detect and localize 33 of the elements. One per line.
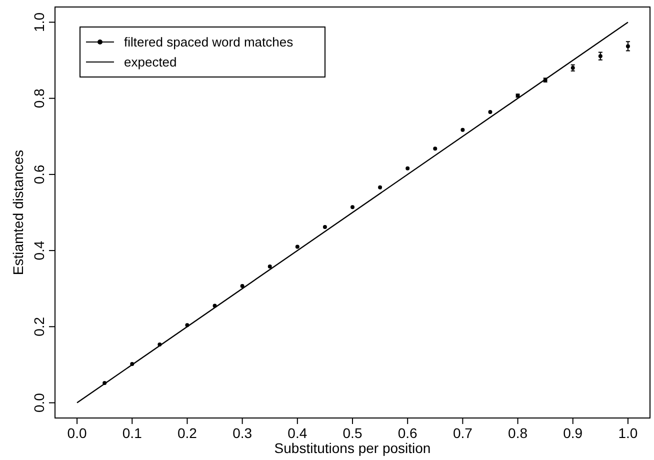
y-tick-label: 1.0	[31, 12, 47, 32]
y-tick-label: 0.8	[31, 88, 47, 108]
point	[378, 185, 382, 190]
x-tick-label: 0.5	[342, 425, 362, 441]
point	[406, 166, 410, 170]
y-tick-label: 0.4	[31, 240, 47, 260]
point	[433, 146, 438, 151]
x-tick-label: 0.2	[177, 425, 198, 441]
point	[598, 54, 602, 58]
legend-label: expected	[124, 54, 177, 70]
y-axis-title: Estiamted distances	[10, 150, 26, 276]
x-axis-title: Substitutions per position	[274, 440, 431, 456]
point	[268, 264, 272, 269]
x-tick-label: 0.8	[508, 425, 528, 441]
x-tick-label: 0.7	[452, 425, 473, 441]
y-tick-label: 0.2	[31, 316, 47, 336]
legend-label: filtered spaced word matches	[124, 34, 294, 50]
point	[488, 110, 492, 114]
point	[626, 44, 630, 48]
x-tick-label: 0.1	[122, 425, 142, 441]
x-tick-label: 0.0	[67, 425, 87, 441]
x-tick-label: 1.0	[618, 425, 638, 441]
y-tick-label: 0.0	[31, 392, 47, 413]
x-tick-label: 0.4	[288, 425, 308, 441]
x-tick-label: 0.6	[398, 425, 418, 441]
point	[460, 128, 465, 132]
point	[240, 284, 244, 288]
point	[322, 224, 327, 229]
point	[350, 205, 354, 210]
point	[295, 244, 300, 249]
x-tick-label: 0.3	[232, 425, 252, 441]
x-tick-label: 0.9	[563, 425, 583, 441]
y-tick-label: 0.6	[31, 164, 47, 184]
